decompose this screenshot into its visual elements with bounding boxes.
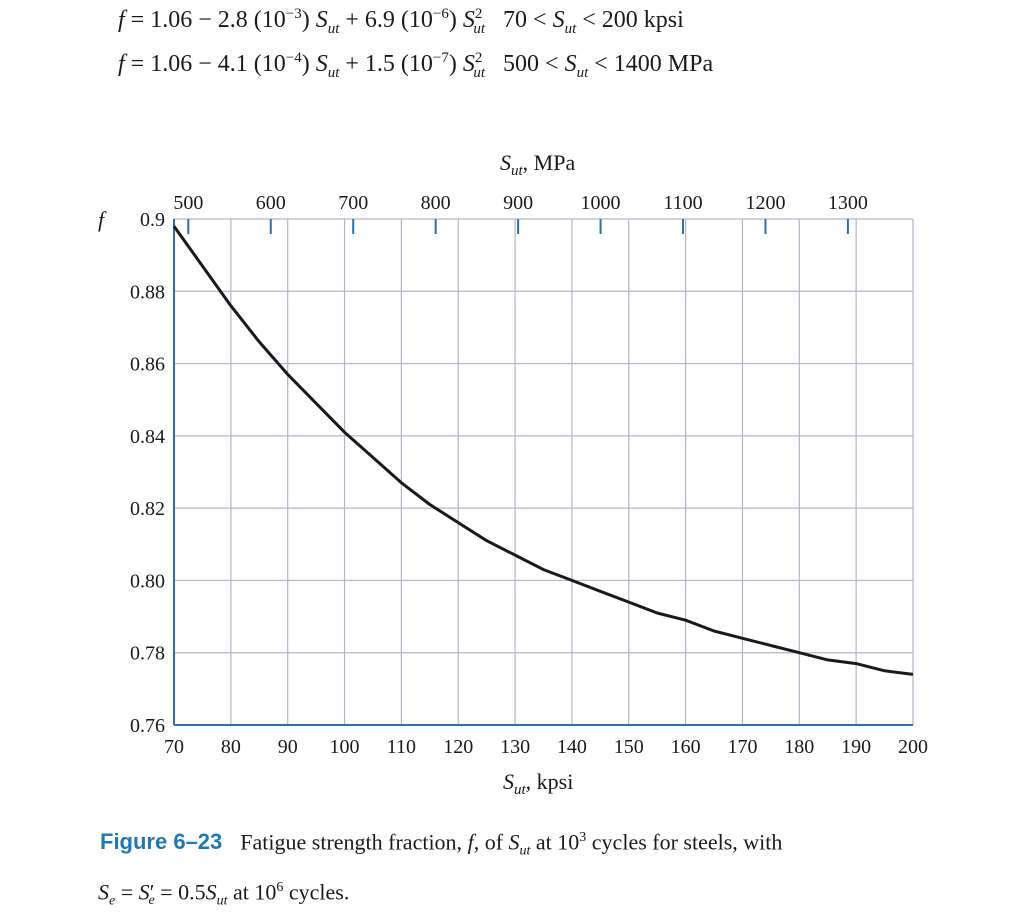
tick-labels: 70 80 90 100 110 120 130 140 150 160 170 180 190 200 0… <box>130 192 928 758</box>
x-tick-label: 110 <box>387 736 416 758</box>
curve-layer <box>172 225 914 676</box>
y-tick-label: 0.9 <box>140 209 165 231</box>
top-axis-tick-label: 500 <box>173 192 203 214</box>
x-tick-label: 200 <box>898 736 928 758</box>
figure-number: Figure 6–23 <box>100 829 223 855</box>
x-tick-label: 120 <box>443 736 473 758</box>
y-tick-label: 0.88 <box>130 281 165 303</box>
y-tick-label: 0.78 <box>130 643 165 665</box>
x-tick-label: 100 <box>330 736 360 758</box>
top-axis-tick-label: 900 <box>503 192 533 214</box>
y-tick-label: 0.80 <box>130 570 165 592</box>
x-tick-label: 180 <box>784 736 814 758</box>
top-axis-tick-label: 1200 <box>745 192 785 214</box>
top-axis-tick-label: 1100 <box>663 192 702 214</box>
y-tick-label: 0.86 <box>130 354 165 376</box>
x-tick-label: 160 <box>671 736 701 758</box>
top-axis-tick-label: 700 <box>338 192 368 214</box>
top-axis-tick-label: 1000 <box>581 192 621 214</box>
figure-caption: Figure 6–23 Fatigue strength fraction, f,… <box>98 820 783 919</box>
top-axis-tick-label: 600 <box>256 192 286 214</box>
grid <box>173 218 914 726</box>
equation-mpa: f = 1.06 − 4.1 (10−4) Sut + 1.5 (10−7) S… <box>118 50 714 81</box>
caption-line-1: Figure 6–23 Fatigue strength fraction, f,… <box>100 829 783 859</box>
top-axis-label: Sut, MPa <box>500 150 575 179</box>
series-line <box>172 225 914 676</box>
top-axis-tick-label: 1300 <box>828 192 868 214</box>
y-tick-label: 0.76 <box>130 715 165 737</box>
top-axis-tick-label: 800 <box>421 192 451 214</box>
y-tick-label: 0.82 <box>130 498 165 520</box>
x-tick-label: 80 <box>221 736 241 758</box>
x-tick-label: 170 <box>727 736 757 758</box>
equation-kpsi: f = 1.06 − 2.8 (10−3) Sut + 6.9 (10−6) S… <box>118 6 684 37</box>
x-tick-label: 190 <box>841 736 871 758</box>
x-tick-label: 70 <box>164 736 184 758</box>
x-tick-label: 130 <box>500 736 530 758</box>
x-tick-label: 150 <box>614 736 644 758</box>
bottom-axis-label: Sut, kpsi <box>503 769 573 798</box>
x-tick-label: 90 <box>278 736 298 758</box>
x-tick-label: 140 <box>557 736 587 758</box>
y-tick-label: 0.84 <box>130 426 165 448</box>
axes <box>173 219 913 726</box>
fatigue-strength-chart: 70 80 90 100 110 120 130 140 150 160 170 180 190 200 0… <box>98 150 928 798</box>
y-axis-label: f <box>98 207 107 232</box>
caption-line-2: Se = S′e = 0.5Sut at 106 cycles. <box>98 879 350 909</box>
